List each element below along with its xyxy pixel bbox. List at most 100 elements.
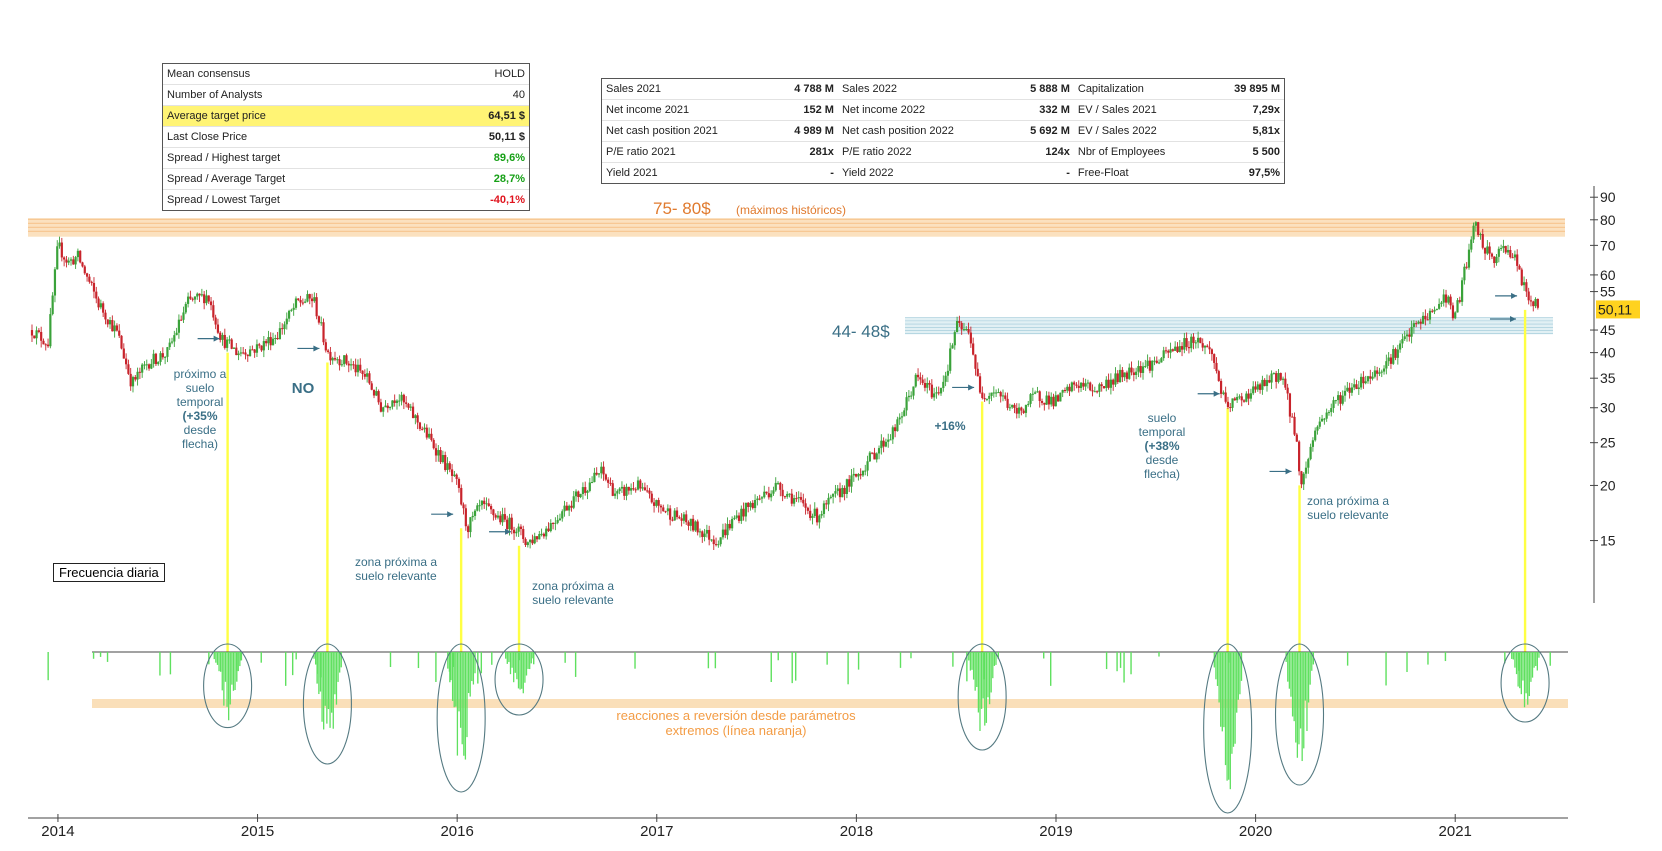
candle-body [607, 479, 610, 483]
candle-body [1467, 249, 1471, 268]
y-tick-label: 80 [1600, 212, 1616, 228]
indicator-spike [1504, 652, 1506, 664]
consensus-row: Number of Analysts 40 [163, 84, 529, 106]
candle-body [1066, 386, 1069, 391]
candle-body [1004, 395, 1007, 399]
indicator-spike [452, 652, 455, 667]
candle-body [1284, 378, 1287, 388]
candle-body [292, 307, 295, 310]
indicator-cluster-spike [213, 652, 215, 660]
candle-body [774, 482, 777, 491]
consensus-value: -40,1% [490, 194, 525, 206]
candle-body [1238, 396, 1241, 398]
candle-body [281, 328, 284, 330]
candle-body [1146, 360, 1149, 366]
candle-body [193, 296, 197, 300]
candle-body [499, 515, 502, 523]
financials-table: Sales 2021 4 788 M Sales 2022 5 888 M Capita… [601, 78, 1285, 184]
candle-body [1036, 391, 1039, 393]
candle-body [354, 364, 357, 373]
candle-body [1077, 385, 1080, 389]
candle-body [306, 294, 309, 302]
indicator-cluster-spike [988, 652, 991, 705]
financials-row: Yield 2021- Yield 2022- Free-Float 97,5% [602, 163, 1284, 184]
candle-body [191, 298, 194, 300]
candle-body [586, 490, 589, 493]
candle-body [1504, 245, 1507, 253]
candle-body [1075, 384, 1078, 386]
consensus-label: Last Close Price [163, 126, 434, 148]
candle-body [616, 491, 619, 494]
candle-body [962, 329, 966, 331]
candle-body [593, 472, 596, 483]
candle-body [1192, 336, 1195, 343]
candle-body [1061, 389, 1064, 393]
indicator-cluster-spike [993, 652, 996, 666]
candle-body [636, 480, 640, 490]
candle-body [1139, 366, 1142, 373]
indicator-cluster-spike [467, 652, 470, 694]
candle-body [428, 433, 431, 438]
indicator-cluster-spike [1303, 652, 1305, 749]
candle-body [1362, 376, 1365, 384]
consensus-label: Spread / Lowest Target [167, 194, 280, 206]
candle-body [912, 386, 915, 396]
financials-value: 97,5% [1248, 167, 1280, 179]
candle-body [1219, 380, 1223, 394]
candle-body [572, 496, 575, 508]
indicator-cluster-spike [974, 652, 976, 691]
resistance-label: 44- 48$ [832, 322, 890, 341]
x-tick-label: 2020 [1239, 823, 1272, 840]
candle-body [558, 518, 562, 520]
candle-body [65, 259, 68, 263]
indicator-cluster-spike [985, 652, 988, 723]
candle-body [1194, 342, 1197, 344]
candle-body [533, 536, 536, 544]
candle-body [375, 391, 378, 396]
indicator-cluster-spike [447, 652, 449, 669]
candlesticks-layer [30, 221, 1539, 550]
candle-body [926, 382, 929, 388]
candle-body [1399, 343, 1402, 350]
candle-body [63, 257, 66, 260]
candle-body [1529, 300, 1533, 302]
indicator-cluster-spike [1312, 652, 1315, 665]
indicator-spike [208, 652, 210, 665]
indicator-spike [910, 652, 912, 659]
candle-body [44, 344, 47, 346]
candle-body [1318, 421, 1321, 427]
indicator-cluster-spike [522, 652, 524, 694]
financials-label: Free-Float [1077, 167, 1129, 179]
signal-label: suelo relevante [355, 569, 437, 583]
candle-body [246, 354, 249, 357]
candle-body [1213, 354, 1216, 363]
candle-body [1114, 373, 1117, 385]
indicator-cluster-spike [508, 652, 510, 663]
candle-body [721, 529, 725, 538]
candle-body [423, 427, 426, 430]
indicator-spike [1123, 652, 1125, 683]
consensus-value: 89,6% [433, 147, 529, 169]
candle-body [788, 493, 791, 495]
candle-body [299, 300, 302, 303]
candle-body [827, 497, 830, 505]
indicator-spike [1444, 652, 1447, 662]
indicator-cluster-spike [1298, 652, 1300, 745]
candle-body [184, 303, 187, 313]
candle-body [1532, 301, 1535, 307]
candle-body [510, 517, 513, 530]
candle-body [69, 259, 73, 261]
candle-body [1132, 372, 1135, 375]
candle-body [630, 488, 633, 491]
indicator-cluster-spike [319, 652, 322, 692]
candle-body [825, 503, 828, 505]
indicator-spike [1346, 652, 1349, 666]
consensus-label: Number of Analysts [163, 84, 434, 106]
candle-body [30, 330, 34, 336]
indicator-spike [1158, 652, 1160, 657]
candle-body [717, 544, 720, 546]
candle-body [1128, 367, 1131, 379]
indicator-spike [634, 652, 636, 669]
candle-body [274, 338, 277, 340]
